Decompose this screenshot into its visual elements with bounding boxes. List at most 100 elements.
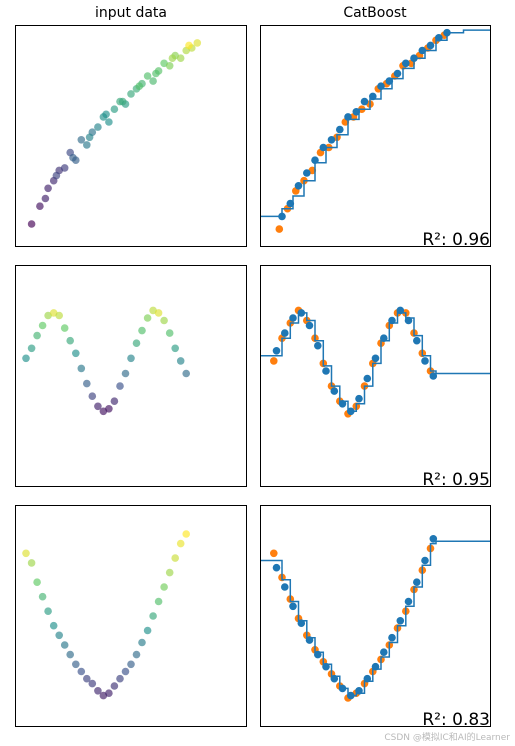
train-point (396, 617, 405, 625)
data-point (149, 77, 157, 85)
train-point (289, 314, 297, 322)
data-point (102, 110, 110, 119)
data-point (38, 321, 47, 330)
train-point (413, 336, 421, 345)
data-point (77, 667, 86, 676)
train-point (281, 583, 289, 591)
data-point (66, 336, 74, 345)
data-point (168, 54, 177, 62)
data-point (127, 354, 135, 363)
data-point (83, 379, 91, 388)
data-point (116, 674, 124, 683)
data-point (77, 364, 86, 373)
data-point (110, 397, 119, 406)
data-point (160, 583, 168, 591)
train-point (314, 341, 322, 350)
train-point (322, 367, 330, 375)
plot-area-input-1 (27, 39, 202, 228)
watermark: CSDN @模拟IC和AI的Learner (384, 731, 510, 743)
panel-frame-input-3 (15, 505, 247, 727)
data-point (116, 382, 124, 390)
data-point (60, 641, 69, 649)
train-point (429, 535, 438, 543)
data-point (127, 90, 135, 98)
data-point (182, 369, 190, 378)
data-point (110, 105, 119, 113)
train-point (413, 578, 421, 586)
data-point (55, 311, 63, 320)
data-point (138, 638, 146, 647)
column-title-input-data: input data (95, 5, 167, 21)
train-point (355, 394, 363, 403)
data-point (83, 674, 91, 683)
data-point (143, 72, 152, 80)
train-point (426, 41, 435, 50)
data-point (105, 689, 113, 697)
train-point (371, 354, 380, 363)
data-point (110, 682, 119, 690)
test-point (275, 225, 284, 233)
plot-area-catboost-3 (260, 535, 491, 702)
train-point (352, 108, 361, 116)
data-point (143, 626, 152, 635)
panel-frame-input-1 (15, 25, 247, 247)
data-point (88, 679, 97, 688)
test-point (270, 357, 278, 365)
data-point (94, 123, 102, 131)
prediction-line (260, 540, 491, 697)
data-point (171, 344, 179, 353)
data-point (165, 568, 174, 577)
train-point (272, 347, 281, 355)
train-point (363, 374, 372, 383)
data-point (135, 82, 144, 90)
data-point (154, 597, 163, 606)
data-point (176, 539, 185, 548)
train-point (327, 136, 336, 144)
data-point (41, 194, 50, 203)
data-point (33, 331, 41, 340)
train-point (421, 357, 429, 365)
train-point (393, 69, 402, 78)
data-point (88, 392, 97, 401)
data-point (22, 354, 30, 363)
train-point (289, 602, 297, 611)
data-point (94, 402, 102, 411)
data-point (160, 316, 168, 325)
data-point (72, 349, 80, 358)
train-point (336, 125, 344, 134)
test-point (270, 549, 278, 558)
train-point (360, 97, 369, 106)
data-point (27, 559, 36, 567)
plot-area-catboost-2 (260, 306, 491, 418)
train-point (418, 46, 427, 55)
data-point (132, 339, 141, 348)
data-point (22, 549, 30, 558)
train-point (294, 182, 303, 190)
train-point (286, 199, 295, 208)
data-point (176, 357, 185, 365)
data-point (27, 344, 36, 353)
data-point (118, 97, 127, 106)
data-point (154, 309, 163, 317)
data-point (171, 554, 179, 562)
data-point (60, 324, 69, 332)
data-point (185, 41, 193, 50)
data-point (143, 314, 152, 322)
data-point (77, 136, 86, 144)
data-point (60, 164, 69, 172)
data-point (72, 660, 80, 669)
data-point (105, 118, 113, 126)
train-point (421, 556, 429, 565)
train-point (330, 387, 339, 395)
data-point (33, 578, 41, 586)
data-point (85, 133, 94, 142)
plot-area-input-2 (22, 306, 190, 416)
panel-frame-catboost-2 (260, 265, 491, 487)
data-point (52, 171, 61, 180)
data-point (27, 220, 36, 228)
data-point (193, 39, 202, 47)
data-point (132, 650, 141, 659)
data-point (83, 141, 91, 149)
train-point (319, 143, 328, 152)
